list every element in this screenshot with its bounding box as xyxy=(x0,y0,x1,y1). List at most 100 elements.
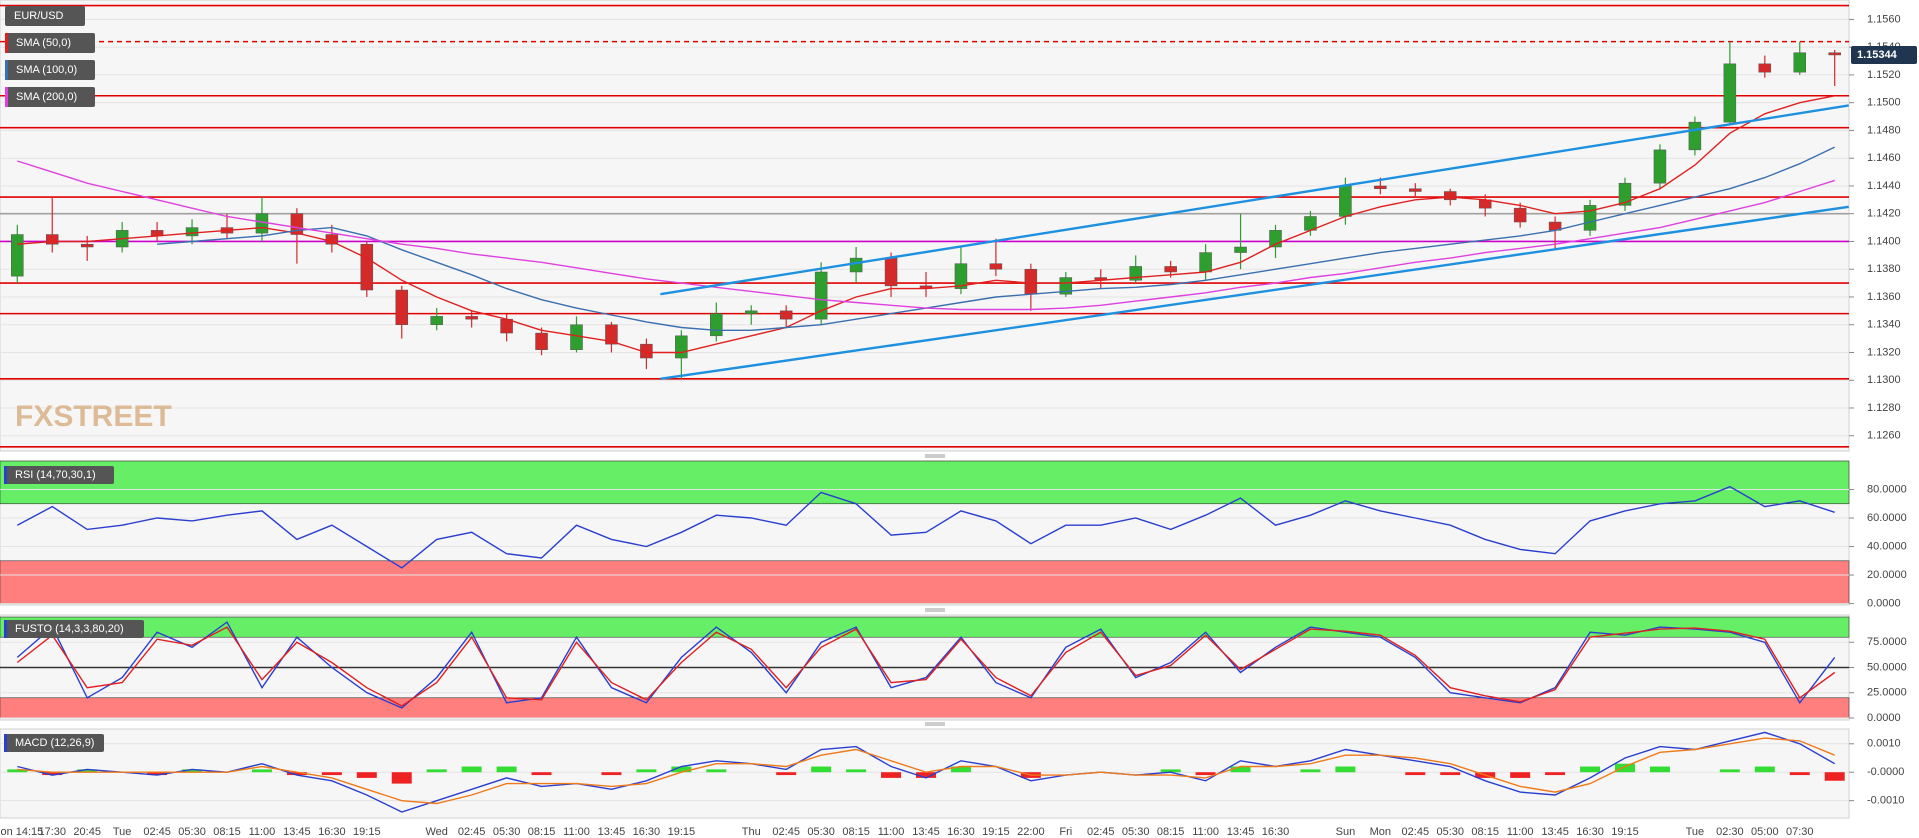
histogram-bar xyxy=(811,766,832,773)
candle-body xyxy=(1513,207,1527,223)
y-tick-label: 1.1260 xyxy=(1867,430,1901,442)
x-tick-label: 02:30 xyxy=(1716,826,1744,838)
y-tick-label: 1.1500 xyxy=(1867,97,1901,109)
candle-body xyxy=(1723,63,1737,123)
candle-body xyxy=(849,257,863,273)
x-tick-label: Sun xyxy=(1336,826,1356,838)
x-tick-label: 02:45 xyxy=(1402,826,1430,838)
y-tick-label: 1.1440 xyxy=(1867,180,1901,192)
x-tick-label: 11:00 xyxy=(878,826,905,838)
y-tick-label: 1.1300 xyxy=(1867,374,1901,386)
x-tick-label: Fri xyxy=(1059,826,1072,838)
candle-body xyxy=(1339,185,1352,217)
y-tick-label: 1.1560 xyxy=(1867,13,1901,25)
histogram-bar xyxy=(1580,766,1601,773)
histogram-bar xyxy=(1440,772,1461,776)
x-tick-label: 13:45 xyxy=(598,826,626,838)
legend-box xyxy=(5,87,95,107)
histogram-bar xyxy=(147,772,168,776)
y-tick-label: 1.1320 xyxy=(1867,346,1901,358)
y-tick-label: 80.0000 xyxy=(1867,483,1907,495)
x-tick-label: 11:00 xyxy=(1507,826,1534,838)
indicator-line xyxy=(17,95,1835,354)
histogram-bar xyxy=(776,772,797,776)
x-tick-label: Mon 14:15 xyxy=(0,826,43,838)
x-tick-label: 02:45 xyxy=(458,826,486,838)
panel-background xyxy=(0,0,1850,452)
candle-body xyxy=(884,257,898,287)
histogram-bar xyxy=(496,766,517,773)
histogram-bar xyxy=(42,772,63,776)
candle-body xyxy=(360,243,374,291)
histogram-bar xyxy=(706,769,727,773)
x-tick-label: 13:45 xyxy=(912,826,940,838)
histogram-bar xyxy=(950,766,971,773)
x-tick-label: 08:15 xyxy=(528,826,556,838)
x-tick-label: 13:45 xyxy=(1227,826,1255,838)
x-tick-label: 05:30 xyxy=(1436,826,1464,838)
x-tick-label: 22:00 xyxy=(1017,826,1045,838)
candle-body xyxy=(814,271,828,320)
candle-body xyxy=(745,310,758,314)
trendline xyxy=(660,104,1849,296)
histogram-bar xyxy=(636,769,657,773)
x-tick-label: 02:45 xyxy=(1087,826,1115,838)
candle-body xyxy=(80,243,94,248)
x-tick-label: 08:15 xyxy=(213,826,241,838)
candle-body xyxy=(570,324,583,350)
candle-body xyxy=(1374,185,1387,189)
candle-body xyxy=(1164,266,1177,273)
candle-body xyxy=(395,289,408,325)
x-tick-label: 05:30 xyxy=(178,826,206,838)
zone-band xyxy=(0,460,1850,505)
panel-title: RSI (14,70,30,1) xyxy=(15,469,96,481)
histogram-bar xyxy=(1719,769,1740,773)
candle-body xyxy=(1059,277,1073,295)
panel-title-swatch xyxy=(4,620,7,638)
legend-label: SMA (100,0) xyxy=(16,64,77,76)
legend-swatch xyxy=(5,87,8,107)
candle-body xyxy=(1653,149,1667,184)
last-price-label: 1.15344 xyxy=(1857,49,1898,61)
zone-band xyxy=(0,616,1850,638)
y-tick-label: 1.1420 xyxy=(1867,208,1901,220)
candle-body xyxy=(1444,191,1457,201)
y-tick-label: 60.0000 xyxy=(1867,512,1907,524)
panel-title-swatch xyxy=(4,734,7,752)
y-tick-label: 1.1340 xyxy=(1867,319,1901,331)
y-tick-label: 20.0000 xyxy=(1867,569,1907,581)
histogram-bar xyxy=(1195,772,1216,776)
x-tick-label: 11:00 xyxy=(249,826,276,838)
candle-body xyxy=(1199,252,1212,273)
indicator-line xyxy=(157,146,1836,331)
histogram-bar xyxy=(1160,769,1181,773)
panel-title-box xyxy=(4,466,114,484)
x-tick-label: Thu xyxy=(742,826,761,838)
histogram-bar xyxy=(251,769,272,773)
histogram-bar xyxy=(356,772,377,778)
legend-swatch xyxy=(5,60,8,80)
candle-body xyxy=(185,227,199,237)
histogram-bar xyxy=(1789,772,1810,776)
candle-body xyxy=(290,213,304,235)
candle-body xyxy=(1688,121,1702,151)
legend-label: SMA (50,0) xyxy=(16,37,71,49)
histogram-bar xyxy=(391,772,412,784)
watermark: FXSTREET xyxy=(15,400,172,433)
candle-body xyxy=(46,234,59,245)
y-tick-label: 1.1400 xyxy=(1867,235,1901,247)
histogram-bar xyxy=(916,772,936,778)
histogram-bar xyxy=(461,766,482,773)
candle-body xyxy=(1024,268,1038,295)
candle-body xyxy=(605,324,618,345)
x-tick-label: 20:45 xyxy=(73,826,101,838)
legend-swatch xyxy=(5,33,8,53)
panel-title: FUSTO (14,3,3,80,20) xyxy=(15,623,124,635)
y-tick-label: 25.0000 xyxy=(1867,687,1907,699)
y-tick-label: 1.1380 xyxy=(1867,263,1901,275)
legend-box xyxy=(5,6,85,26)
indicator-line xyxy=(16,485,1835,569)
candle-body xyxy=(1583,205,1597,231)
x-tick-label: 05:00 xyxy=(1751,826,1779,838)
